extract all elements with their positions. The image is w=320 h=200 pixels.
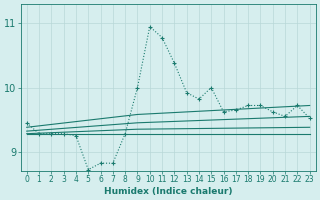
X-axis label: Humidex (Indice chaleur): Humidex (Indice chaleur) [104,187,232,196]
